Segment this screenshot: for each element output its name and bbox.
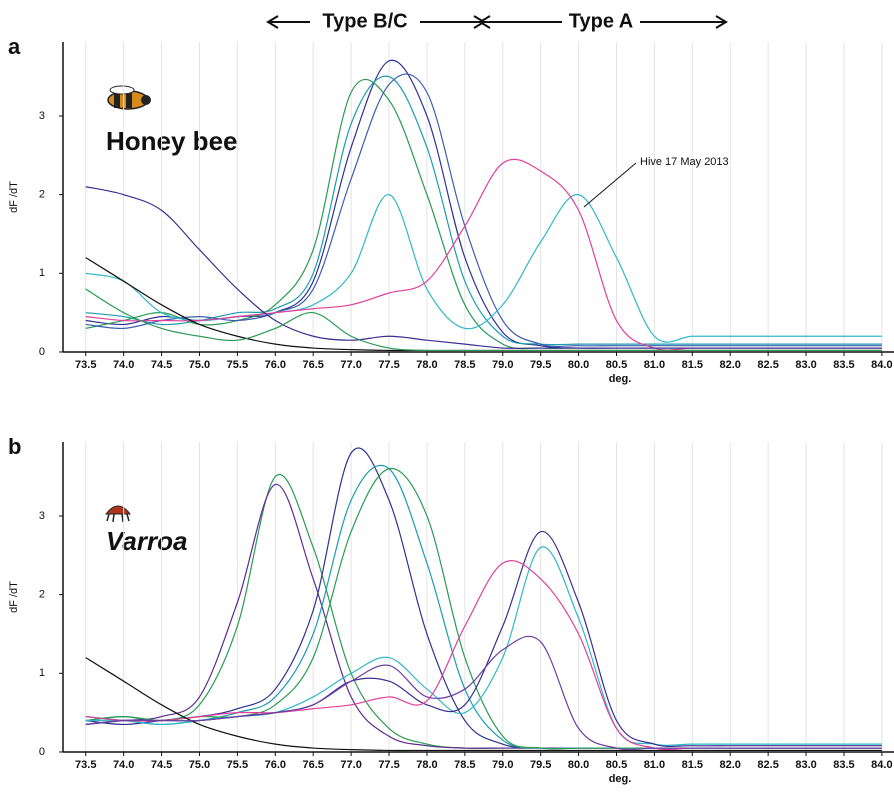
x-tick-label: 80.5 xyxy=(606,759,627,771)
x-tick-label: 78.5 xyxy=(454,359,475,371)
x-axis-label: deg. xyxy=(609,773,632,785)
x-tick-label: 80.0 xyxy=(568,359,589,371)
melt-curve xyxy=(86,531,882,746)
x-tick-label: 77.0 xyxy=(340,759,361,771)
panel-label: b xyxy=(8,434,21,459)
y-axis-label: dF /dT xyxy=(8,581,20,613)
x-tick-label: 84.0 xyxy=(871,759,892,771)
x-tick-label: 76.0 xyxy=(265,359,286,371)
panel-label: a xyxy=(8,34,21,59)
y-tick-label: 3 xyxy=(39,110,45,122)
x-tick-label: 78.5 xyxy=(454,759,475,771)
x-tick-label: 81.5 xyxy=(682,759,703,771)
x-tick-label: 79.5 xyxy=(530,359,551,371)
x-tick-label: 76.0 xyxy=(265,759,286,771)
melt-curve xyxy=(86,475,882,749)
y-tick-label: 1 xyxy=(39,667,45,679)
x-tick-label: 83.5 xyxy=(833,759,854,771)
x-tick-label: 75.5 xyxy=(227,359,248,371)
x-tick-label: 82.0 xyxy=(720,759,741,771)
x-tick-label: 77.5 xyxy=(378,759,399,771)
annotation: Hive 17 May 2013 xyxy=(640,156,729,168)
x-tick-label: 75.0 xyxy=(189,359,210,371)
melt-curve xyxy=(86,469,882,749)
region-label: Type B/C xyxy=(322,10,407,32)
x-tick-label: 74.5 xyxy=(151,759,172,771)
melt-curve xyxy=(86,74,882,346)
melt-curve xyxy=(86,76,882,345)
figure: Type B/C Type A a Honey bee dF /dT deg. 73.5… xyxy=(0,0,894,800)
x-tick-label: 73.5 xyxy=(75,759,96,771)
x-tick-label: 75.0 xyxy=(189,759,210,771)
annotation-leader xyxy=(584,163,636,207)
x-tick-label: 79.5 xyxy=(530,759,551,771)
x-tick-label: 82.0 xyxy=(720,359,741,371)
x-tick-label: 73.5 xyxy=(75,359,96,371)
x-tick-label: 83.0 xyxy=(795,359,816,371)
y-tick-label: 1 xyxy=(39,267,45,279)
melt-curve xyxy=(86,79,882,348)
bee-icon xyxy=(108,86,151,109)
x-tick-label: 76.5 xyxy=(302,759,323,771)
x-tick-label: 80.0 xyxy=(568,759,589,771)
melt-curve xyxy=(86,187,882,349)
x-tick-label: 83.0 xyxy=(795,759,816,771)
x-tick-label: 80.5 xyxy=(606,359,627,371)
x-tick-label: 79.0 xyxy=(492,359,513,371)
x-tick-label: 78.0 xyxy=(416,359,437,371)
organism-label: Varroa xyxy=(106,526,187,556)
melt-curve xyxy=(86,159,882,350)
y-tick-label: 0 xyxy=(39,346,45,358)
varroa-icon xyxy=(106,506,130,522)
x-tick-label: 76.5 xyxy=(302,359,323,371)
x-tick-label: 77.0 xyxy=(340,359,361,371)
x-tick-label: 81.5 xyxy=(682,359,703,371)
y-tick-label: 2 xyxy=(39,589,45,601)
melt-curve xyxy=(86,60,882,348)
x-tick-label: 79.0 xyxy=(492,759,513,771)
y-tick-label: 0 xyxy=(39,746,45,758)
x-tick-label: 77.5 xyxy=(378,359,399,371)
x-tick-label: 82.5 xyxy=(757,359,778,371)
region-label: Type A xyxy=(569,10,633,32)
x-tick-label: 81.0 xyxy=(644,359,665,371)
x-tick-label: 78.0 xyxy=(416,759,437,771)
y-axis-label: dF /dT xyxy=(8,181,20,213)
x-tick-label: 81.0 xyxy=(644,759,665,771)
x-tick-label: 74.0 xyxy=(113,759,134,771)
organism-label: Honey bee xyxy=(106,126,238,156)
y-tick-label: 3 xyxy=(39,510,45,522)
melt-curve xyxy=(86,448,882,748)
y-tick-label: 2 xyxy=(39,189,45,201)
x-tick-label: 84.0 xyxy=(871,359,892,371)
x-tick-label: 83.5 xyxy=(833,359,854,371)
x-axis-label: deg. xyxy=(609,373,632,385)
x-tick-label: 75.5 xyxy=(227,759,248,771)
melt-curve xyxy=(86,484,882,748)
x-tick-label: 74.5 xyxy=(151,359,172,371)
x-tick-label: 82.5 xyxy=(757,759,778,771)
x-tick-label: 74.0 xyxy=(113,359,134,371)
